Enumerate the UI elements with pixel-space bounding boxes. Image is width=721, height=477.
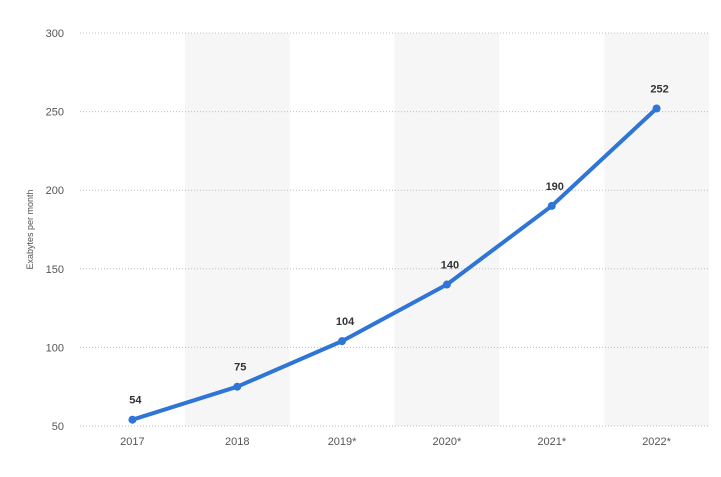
y-axis-label: Exabytes per month	[25, 189, 35, 269]
data-label: 252	[650, 83, 668, 95]
series-line	[130, 106, 659, 422]
data-label: 75	[234, 362, 246, 374]
data-point	[128, 415, 137, 424]
x-axis-ticks: 2017 2018 2019* 2020* 2021* 2022*	[120, 436, 671, 448]
data-point	[442, 280, 451, 289]
band-1	[184, 33, 290, 426]
data-label: 54	[129, 395, 142, 407]
data-label: 190	[546, 181, 564, 193]
y-tick-label: 50	[52, 421, 64, 433]
data-point	[652, 104, 661, 113]
data-label: 140	[441, 260, 459, 272]
y-tick-label: 100	[46, 342, 64, 354]
x-tick-label: 2018	[225, 436, 249, 448]
x-tick-label: 2017	[120, 436, 144, 448]
data-point	[233, 382, 242, 391]
data-point	[338, 337, 347, 346]
alternating-bands	[184, 33, 709, 426]
band-5	[604, 33, 709, 426]
x-tick-label: 2022*	[642, 436, 671, 448]
y-tick-label: 150	[46, 264, 64, 276]
data-labels: 54 75 104 140 190 252	[129, 83, 668, 406]
x-tick-label: 2020*	[433, 436, 462, 448]
y-tick-label: 200	[46, 185, 64, 197]
series-group	[128, 104, 661, 424]
x-tick-label: 2021*	[537, 436, 566, 448]
y-axis-ticks: 50 100 150 200 250 300	[46, 28, 64, 433]
data-label: 104	[336, 316, 355, 328]
y-tick-label: 300	[46, 28, 64, 40]
y-tick-label: 250	[46, 107, 64, 119]
data-point	[547, 201, 556, 210]
band-3	[394, 33, 500, 426]
x-tick-label: 2019*	[328, 436, 357, 448]
